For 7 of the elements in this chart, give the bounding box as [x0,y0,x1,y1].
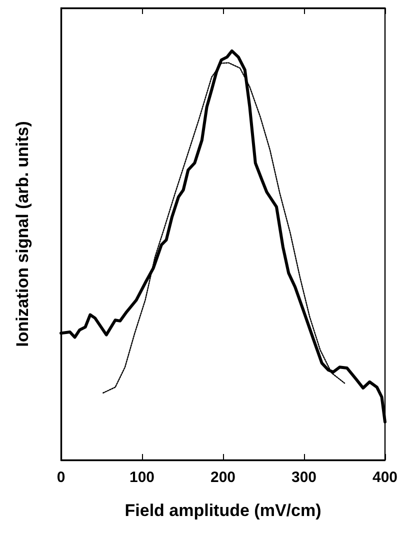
y-axis-title: Ionization signal (arb. units) [13,121,32,347]
x-tick-label: 100 [129,469,155,486]
x-axis-title: Field amplitude (mV/cm) [124,501,322,520]
x-tick-label: 200 [210,469,236,486]
x-tick-label: 300 [291,469,317,486]
x-tick-label: 400 [372,469,398,486]
x-tick-label: 0 [56,469,66,486]
